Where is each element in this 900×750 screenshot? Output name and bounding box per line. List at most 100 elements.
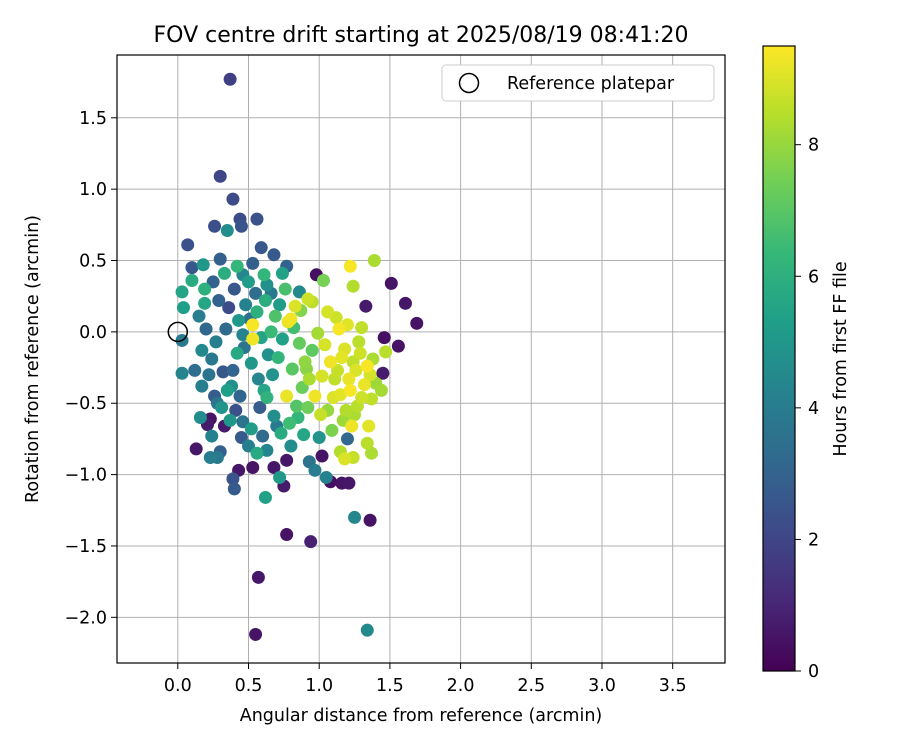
data-point bbox=[226, 472, 240, 486]
data-point bbox=[308, 389, 322, 403]
data-point bbox=[348, 510, 362, 524]
data-point bbox=[254, 241, 268, 255]
colorbar-tick-label: 6 bbox=[808, 267, 819, 287]
colorbar-ticks: 0 2 4 6 8 bbox=[795, 136, 819, 682]
data-point bbox=[353, 346, 367, 360]
data-point bbox=[250, 446, 264, 460]
data-point bbox=[355, 391, 369, 405]
data-point bbox=[250, 212, 264, 226]
y-tick-label: 0.5 bbox=[79, 252, 107, 272]
data-point bbox=[377, 331, 391, 345]
data-point bbox=[297, 428, 311, 442]
y-tick-label: −0.5 bbox=[65, 394, 108, 414]
colorbar-tick-label: 4 bbox=[808, 399, 819, 419]
data-point bbox=[314, 408, 328, 422]
data-point bbox=[193, 411, 207, 425]
data-point bbox=[304, 535, 318, 549]
data-point bbox=[251, 570, 265, 584]
data-point bbox=[258, 293, 272, 307]
data-point bbox=[365, 446, 379, 460]
data-point bbox=[302, 372, 316, 386]
data-point bbox=[325, 423, 339, 437]
data-point bbox=[352, 335, 366, 349]
data-point bbox=[246, 460, 260, 474]
data-point bbox=[260, 391, 274, 405]
x-tick-label: 0.5 bbox=[235, 676, 263, 696]
data-point bbox=[360, 436, 374, 450]
chart-title: FOV centre drift starting at 2025/08/19 … bbox=[154, 23, 689, 48]
data-point bbox=[260, 278, 274, 292]
data-point bbox=[398, 296, 412, 310]
legend: Reference platepar bbox=[441, 64, 715, 102]
legend-marker-icon bbox=[458, 72, 480, 94]
data-point bbox=[292, 285, 306, 299]
data-point bbox=[244, 356, 258, 370]
data-point bbox=[342, 476, 356, 490]
data-point bbox=[284, 312, 298, 326]
data-point bbox=[264, 325, 278, 339]
data-point bbox=[285, 362, 299, 376]
y-tick-label: 1.5 bbox=[79, 109, 107, 129]
colorbar-tick-label: 2 bbox=[808, 530, 819, 550]
data-points bbox=[175, 72, 424, 641]
data-point bbox=[308, 463, 322, 477]
plot-frame bbox=[116, 54, 726, 664]
data-point bbox=[278, 282, 292, 296]
data-point bbox=[298, 355, 312, 369]
colorbar-tick-label: 8 bbox=[808, 136, 819, 156]
data-point bbox=[340, 432, 354, 446]
data-point bbox=[213, 252, 227, 266]
data-point bbox=[267, 248, 281, 262]
data-point bbox=[359, 299, 373, 313]
data-point bbox=[365, 392, 379, 406]
data-point bbox=[267, 409, 281, 423]
data-point bbox=[257, 268, 271, 282]
y-tick-label: 1.0 bbox=[79, 180, 107, 200]
y-axis-ticks: 1.5 1.0 0.5 0.0 −0.5 −1.0 −1.5 −2.0 bbox=[65, 109, 117, 628]
data-point bbox=[410, 316, 424, 330]
data-point bbox=[234, 219, 248, 233]
data-point bbox=[301, 401, 315, 415]
data-point bbox=[175, 366, 189, 380]
data-point bbox=[339, 403, 353, 417]
data-point bbox=[229, 403, 243, 417]
data-point bbox=[290, 399, 304, 413]
data-point bbox=[195, 379, 209, 393]
data-point bbox=[176, 301, 190, 315]
data-point bbox=[246, 256, 260, 270]
data-point bbox=[220, 224, 234, 238]
data-point bbox=[188, 363, 202, 377]
data-point bbox=[319, 470, 333, 484]
data-point bbox=[355, 321, 369, 335]
data-point bbox=[230, 346, 244, 360]
data-point bbox=[349, 363, 363, 377]
data-point bbox=[318, 338, 332, 352]
data-point bbox=[332, 322, 346, 336]
data-point bbox=[275, 332, 289, 346]
y-axis-label: Rotation from reference (arcmin) bbox=[23, 215, 43, 503]
data-point bbox=[213, 169, 227, 183]
data-point bbox=[363, 513, 377, 527]
data-point bbox=[305, 343, 319, 357]
reference-point-marker bbox=[167, 321, 189, 343]
data-point bbox=[216, 365, 230, 379]
data-point bbox=[227, 282, 241, 296]
data-point bbox=[222, 301, 236, 315]
data-point bbox=[273, 298, 287, 312]
data-point bbox=[212, 293, 226, 307]
data-point bbox=[384, 276, 398, 290]
data-point bbox=[367, 254, 381, 268]
data-point bbox=[275, 266, 289, 280]
x-axis-ticks: 0.0 0.5 1.0 1.5 2.0 2.5 3.0 3.5 bbox=[164, 663, 687, 696]
data-point bbox=[236, 328, 250, 342]
data-point bbox=[292, 336, 306, 350]
data-point bbox=[226, 192, 240, 206]
data-point bbox=[342, 372, 356, 386]
data-point bbox=[331, 363, 345, 377]
y-tick-label: −2.0 bbox=[65, 608, 108, 628]
data-point bbox=[346, 279, 360, 293]
data-point bbox=[280, 389, 294, 403]
data-point bbox=[195, 343, 209, 357]
legend-box bbox=[441, 64, 715, 102]
